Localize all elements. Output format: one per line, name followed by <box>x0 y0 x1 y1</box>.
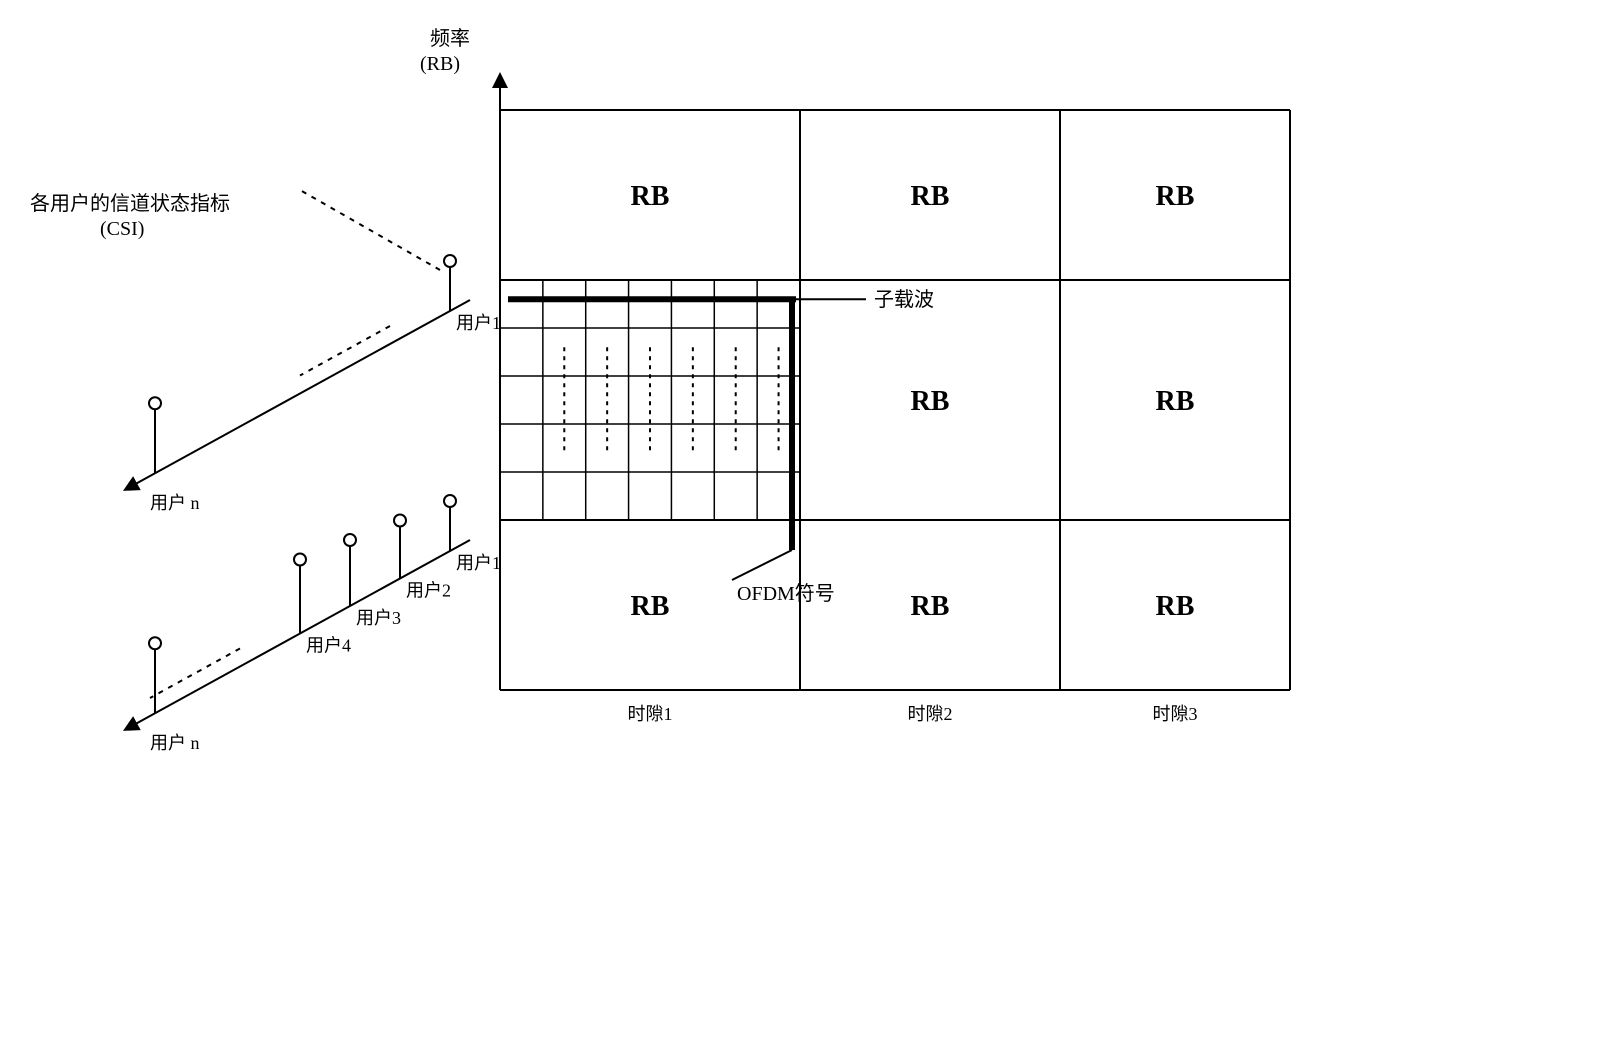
user-label: 用户2 <box>406 581 451 601</box>
user-label: 用户3 <box>356 608 401 628</box>
slot-label: 时隙1 <box>628 704 673 724</box>
csi-title-2: (CSI) <box>100 218 144 240</box>
csi-title-1: 各用户的信道状态指标 <box>30 192 230 215</box>
detail-rb <box>500 280 800 520</box>
rb-cell-label: RB <box>631 591 670 622</box>
rb-grid: RB RB RB RB RB RB RB RB <box>500 110 1290 690</box>
slot-label: 时隙2 <box>908 704 953 724</box>
user-label: 用户1 <box>456 553 501 573</box>
rb-cell-label: RB <box>1156 591 1195 622</box>
y-axis-label-2: (RB) <box>420 53 460 75</box>
user-n-label: 用户 n <box>150 493 200 513</box>
user-n-label: 用户 n <box>150 733 200 753</box>
ofdm-label: OFDM符号 <box>737 582 835 605</box>
slot-labels: 时隙1 时隙2 时隙3 <box>628 704 1198 724</box>
rb-cell-label: RB <box>911 386 950 417</box>
users-axis-top: 用户 n 用户1 <box>130 190 501 513</box>
y-axis-label-1: 频率 <box>430 27 470 50</box>
rb-cell-label: RB <box>911 181 950 212</box>
user-label: 用户1 <box>456 313 501 333</box>
ofdm-leader <box>732 550 792 580</box>
rb-cell-label: RB <box>1156 386 1195 417</box>
users-axis-bottom: 用户 n 用户1用户2用户3用户4 <box>130 495 501 753</box>
rb-cell-label: RB <box>631 181 670 212</box>
slot-label: 时隙3 <box>1153 704 1198 724</box>
rb-cell-label: RB <box>1156 181 1195 212</box>
user-label: 用户4 <box>306 636 351 656</box>
subcarrier-label: 子载波 <box>874 288 934 311</box>
rb-cell-label: RB <box>911 591 950 622</box>
